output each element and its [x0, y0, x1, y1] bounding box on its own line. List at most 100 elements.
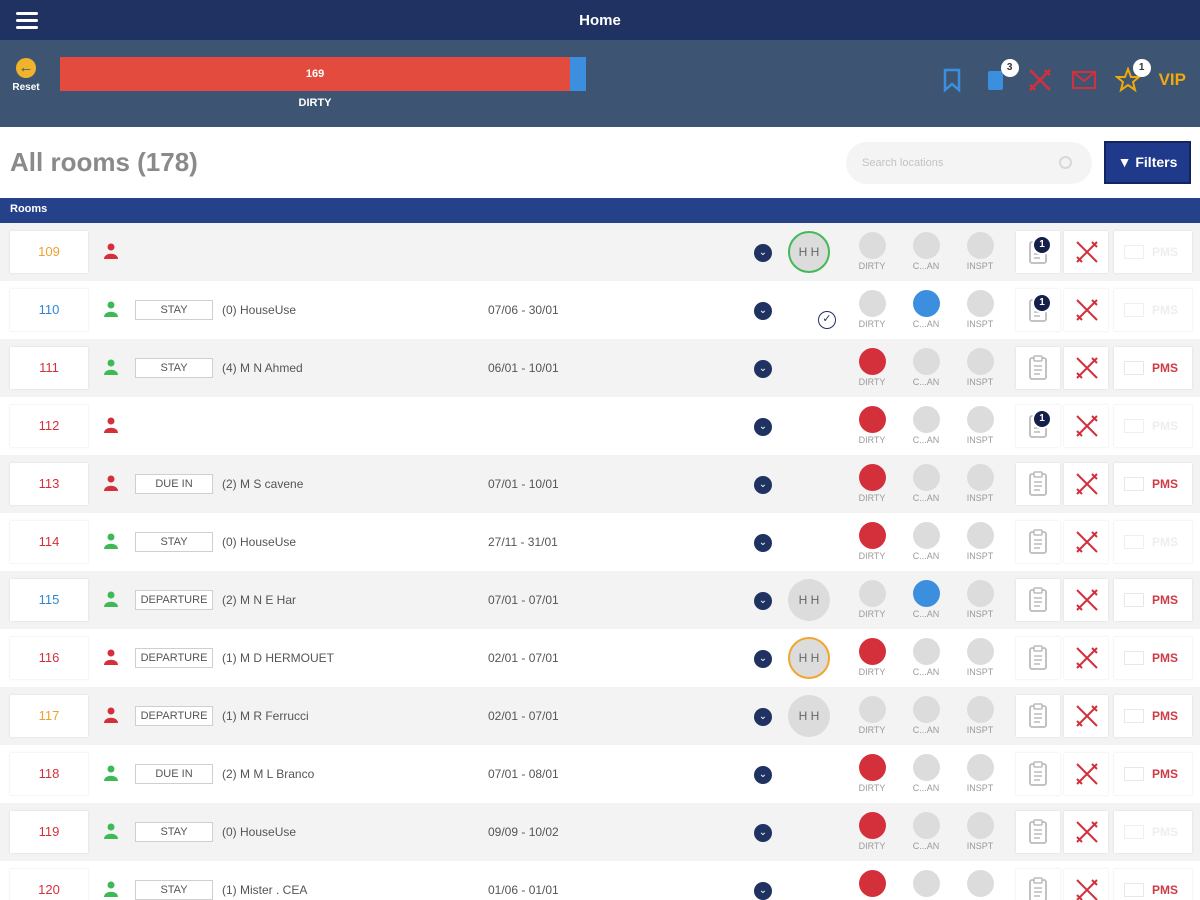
clipboard-button[interactable] [1016, 579, 1060, 621]
chevron-down-icon[interactable]: ⌄ [754, 534, 772, 552]
room-number[interactable]: 109 [10, 231, 88, 273]
mail-icon[interactable] [1071, 67, 1097, 93]
maintenance-button[interactable] [1064, 869, 1108, 900]
reset-button[interactable]: ← Reset [6, 58, 46, 93]
inspected-status[interactable]: INSPT [960, 696, 1000, 735]
dirty-status[interactable]: DIRTY [852, 522, 892, 561]
clipboard-button[interactable] [1016, 753, 1060, 795]
clean-status[interactable]: C...AN [906, 406, 946, 445]
room-number[interactable]: 116 [10, 637, 88, 679]
inspected-status[interactable]: INSPT [960, 232, 1000, 271]
document-icon[interactable]: 3 [983, 59, 1019, 93]
clean-status[interactable]: C...AN [906, 638, 946, 677]
dirty-status[interactable]: DIRTY [852, 290, 892, 329]
housekeeper-avatar[interactable]: H H [788, 579, 830, 621]
pms-button[interactable]: PMS [1114, 811, 1192, 853]
inspected-status[interactable]: INSPT [960, 348, 1000, 387]
maintenance-button[interactable] [1064, 347, 1108, 389]
clipboard-button[interactable] [1016, 695, 1060, 737]
dirty-status[interactable]: DIRTY [852, 696, 892, 735]
clipboard-button[interactable] [1016, 521, 1060, 563]
room-number[interactable]: 113 [10, 463, 88, 505]
star-icon[interactable]: 1 [1113, 59, 1151, 93]
dirty-status[interactable]: DIRTY [852, 406, 892, 445]
maintenance-button[interactable] [1064, 463, 1108, 505]
maintenance-button[interactable] [1064, 579, 1108, 621]
chevron-down-icon[interactable]: ⌄ [754, 766, 772, 784]
dirty-status[interactable]: DIRTY [852, 812, 892, 851]
pms-button[interactable]: PMS [1114, 695, 1192, 737]
dirty-status[interactable]: DIRTY [852, 348, 892, 387]
clipboard-button[interactable] [1016, 463, 1060, 505]
room-row-118[interactable]: 118 DUE IN (2) M M L Branco 07/01 - 08/01 ⌄ D… [0, 745, 1200, 803]
clean-status[interactable]: C...AN [906, 464, 946, 503]
inspected-status[interactable]: INSPT [960, 638, 1000, 677]
clean-status[interactable]: C...AN [906, 348, 946, 387]
room-row-113[interactable]: 113 DUE IN (2) M S cavene 07/01 - 10/01 ⌄ DIR… [0, 455, 1200, 513]
clipboard-button[interactable] [1016, 347, 1060, 389]
dirty-progress-bar[interactable]: 169 [60, 57, 586, 91]
clean-status[interactable]: C...AN [906, 754, 946, 793]
chevron-down-icon[interactable]: ⌄ [754, 244, 772, 262]
clipboard-button[interactable] [1016, 869, 1060, 900]
inspected-status[interactable]: INSPT [960, 464, 1000, 503]
pms-button[interactable]: PMS [1114, 347, 1192, 389]
room-row-110[interactable]: 110 STAY (0) HouseUse 07/06 - 30/01 ⌄ ✓ DIRTY C… [0, 281, 1200, 339]
clean-status[interactable]: C...AN [906, 580, 946, 619]
room-number[interactable]: 117 [10, 695, 88, 737]
room-number[interactable]: 111 [10, 347, 88, 389]
dirty-status[interactable]: DIRTY [852, 870, 892, 900]
chevron-down-icon[interactable]: ⌄ [754, 824, 772, 842]
room-row-111[interactable]: 111 STAY (4) M N Ahmed 06/01 - 10/01 ⌄ DIRTY C… [0, 339, 1200, 397]
housekeeper-avatar[interactable]: H H [788, 637, 830, 679]
bookmark-icon[interactable] [939, 67, 965, 93]
room-row-120[interactable]: 120 STAY (1) Mister . CEA 01/06 - 01/01 ⌄ DIR… [0, 861, 1200, 900]
pms-button[interactable]: PMS [1114, 289, 1192, 331]
menu-icon[interactable] [16, 12, 38, 30]
dirty-status[interactable]: DIRTY [852, 232, 892, 271]
inspected-status[interactable]: INSPT [960, 754, 1000, 793]
room-row-116[interactable]: 116 DEPARTURE (1) M D HERMOUET 02/01 - 07/0… [0, 629, 1200, 687]
room-number[interactable]: 114 [10, 521, 88, 563]
maintenance-button[interactable] [1064, 521, 1108, 563]
pms-button[interactable]: PMS [1114, 753, 1192, 795]
room-number[interactable]: 115 [10, 579, 88, 621]
vip-button[interactable]: VIP [1158, 70, 1186, 89]
dirty-status[interactable]: DIRTY [852, 580, 892, 619]
pms-button[interactable]: PMS [1114, 463, 1192, 505]
maintenance-button[interactable] [1064, 695, 1108, 737]
filters-button[interactable]: ▼ Filters [1104, 141, 1191, 184]
maintenance-button[interactable] [1064, 231, 1108, 273]
clean-status[interactable]: C...AN [906, 522, 946, 561]
tools-icon[interactable] [1027, 67, 1053, 93]
room-number[interactable]: 119 [10, 811, 88, 853]
pms-button[interactable]: PMS [1114, 231, 1192, 273]
pms-button[interactable]: PMS [1114, 579, 1192, 621]
housekeeper-avatar[interactable]: H H [788, 695, 830, 737]
search-input[interactable]: Search locations [846, 142, 1092, 184]
inspected-status[interactable]: INSPT [960, 870, 1000, 900]
chevron-down-icon[interactable]: ⌄ [754, 476, 772, 494]
chevron-down-icon[interactable]: ⌄ [754, 418, 772, 436]
pms-button[interactable]: PMS [1114, 869, 1192, 900]
room-row-119[interactable]: 119 STAY (0) HouseUse 09/09 - 10/02 ⌄ DIRTY C.… [0, 803, 1200, 861]
pms-button[interactable]: PMS [1114, 637, 1192, 679]
clipboard-button[interactable] [1016, 811, 1060, 853]
chevron-down-icon[interactable]: ⌄ [754, 650, 772, 668]
clean-status[interactable]: C...AN [906, 232, 946, 271]
pms-button[interactable]: PMS [1114, 405, 1192, 447]
room-row-112[interactable]: 112 ⌄ DIRTY C...AN INSPT 1 PMS [0, 397, 1200, 455]
maintenance-button[interactable] [1064, 405, 1108, 447]
housekeeper-avatar[interactable]: H H [788, 231, 830, 273]
chevron-down-icon[interactable]: ⌄ [754, 708, 772, 726]
chevron-down-icon[interactable]: ⌄ [754, 882, 772, 900]
maintenance-button[interactable] [1064, 753, 1108, 795]
inspected-status[interactable]: INSPT [960, 522, 1000, 561]
room-number[interactable]: 120 [10, 869, 88, 900]
inspected-status[interactable]: INSPT [960, 812, 1000, 851]
room-row-117[interactable]: 117 DEPARTURE (1) M R Ferrucci 02/01 - 07/0… [0, 687, 1200, 745]
inspected-status[interactable]: INSPT [960, 406, 1000, 445]
room-row-114[interactable]: 114 STAY (0) HouseUse 27/11 - 31/01 ⌄ DIRTY C.… [0, 513, 1200, 571]
chevron-down-icon[interactable]: ⌄ [754, 360, 772, 378]
clean-status[interactable]: C...AN [906, 812, 946, 851]
